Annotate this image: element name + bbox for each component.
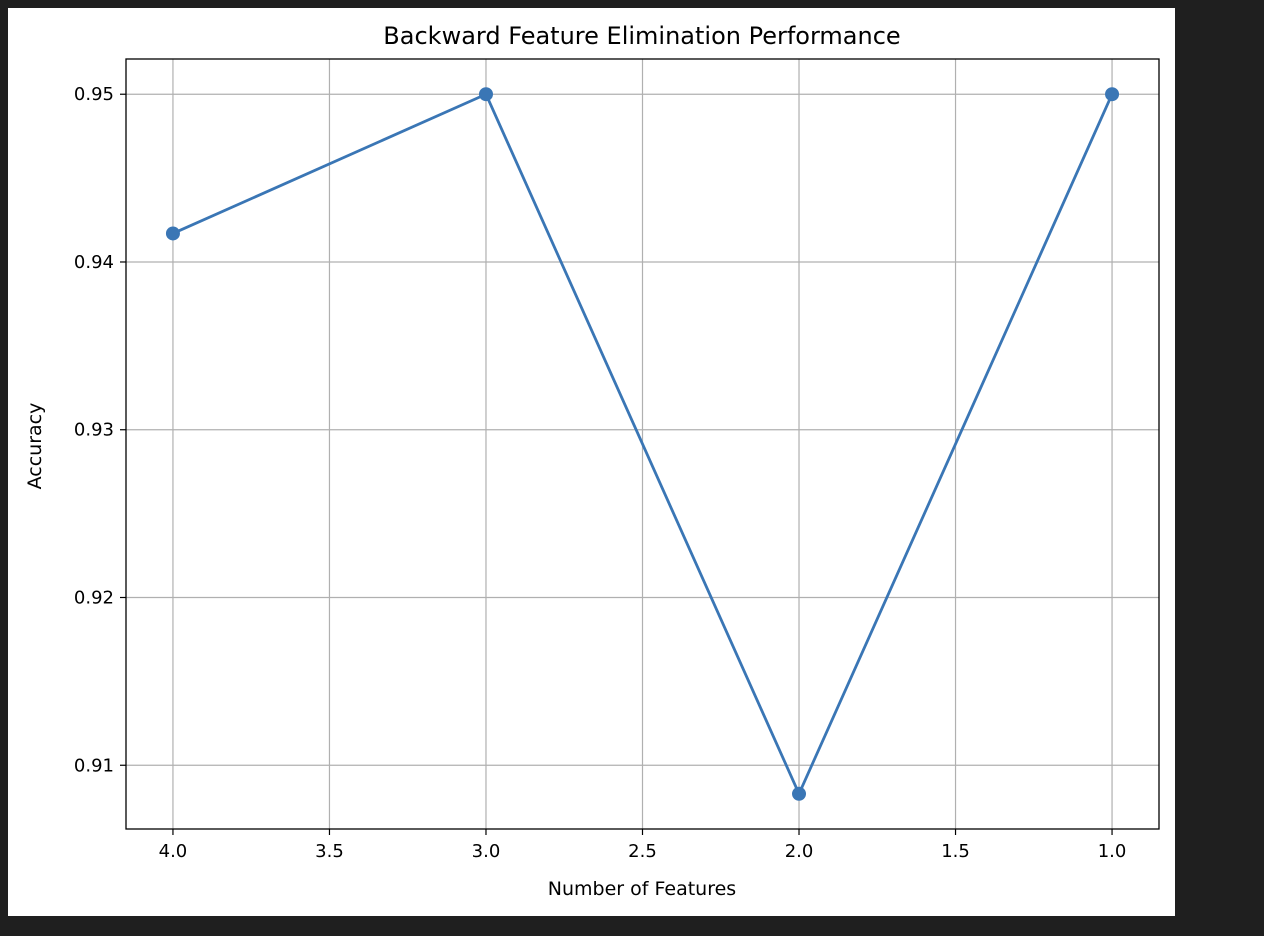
x-axis-label: Number of Features: [548, 878, 736, 900]
y-axis-label: Accuracy: [24, 403, 46, 490]
axis-ticks: 4.0 3.5 3.0 2.5 2.0 1.5 1.0 0.91 0.92 0.93 0.94 0.9…: [74, 84, 1126, 862]
y-tick-label: 0.94: [74, 252, 114, 273]
series-points: [165, 87, 1120, 801]
x-tick-label: 2.0: [785, 841, 814, 862]
data-point: [165, 226, 180, 241]
x-tick-label: 3.5: [315, 841, 344, 862]
x-tick-label: 1.0: [1098, 841, 1127, 862]
y-tick-label: 0.95: [74, 84, 114, 105]
data-point: [1105, 87, 1120, 102]
chart-title: Backward Feature Elimination Performance: [383, 22, 900, 50]
y-tick-label: 0.91: [74, 755, 114, 776]
series-line: [172, 92, 1114, 796]
data-point: [478, 87, 493, 102]
grid: [126, 59, 1159, 829]
x-tick-label: 3.0: [472, 841, 501, 862]
data-point: [792, 786, 807, 801]
x-tick-label: 4.0: [159, 841, 188, 862]
y-tick-label: 0.92: [74, 587, 114, 608]
y-tick-label: 0.93: [74, 420, 114, 441]
x-tick-label: 2.5: [628, 841, 657, 862]
x-tick-label: 1.5: [941, 841, 970, 862]
